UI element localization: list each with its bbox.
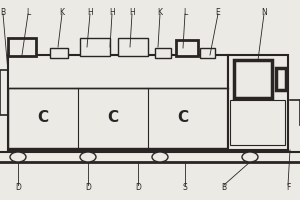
Text: K: K [158, 8, 163, 17]
Text: C: C [38, 110, 49, 126]
Bar [80, 38, 110, 56]
Text: B: B [0, 8, 6, 17]
Ellipse shape [10, 152, 26, 162]
Text: C: C [107, 110, 118, 126]
Text: L: L [183, 8, 187, 17]
Bar [0, 70, 10, 115]
Text: C: C [177, 110, 189, 126]
Text: F: F [286, 183, 290, 192]
Bar [228, 55, 288, 150]
Bar [118, 38, 148, 56]
Text: K: K [59, 8, 64, 17]
Bar [276, 68, 286, 90]
Text: D: D [135, 183, 141, 192]
Bar [176, 40, 198, 56]
Bar [8, 55, 228, 150]
Text: H: H [87, 8, 93, 17]
Ellipse shape [152, 152, 168, 162]
Bar [8, 38, 36, 56]
Ellipse shape [242, 152, 258, 162]
Bar [234, 60, 272, 98]
Text: H: H [109, 8, 115, 17]
Bar [200, 48, 215, 58]
Bar [230, 100, 285, 145]
Text: D: D [85, 183, 91, 192]
Text: L: L [26, 8, 30, 17]
Text: S: S [183, 183, 188, 192]
Text: B: B [221, 183, 226, 192]
Bar [8, 88, 228, 148]
Text: D: D [15, 183, 21, 192]
Text: H: H [129, 8, 135, 17]
Ellipse shape [80, 152, 96, 162]
Text: N: N [261, 8, 267, 17]
Text: E: E [216, 8, 220, 17]
Bar [50, 48, 68, 58]
Bar [155, 48, 171, 58]
